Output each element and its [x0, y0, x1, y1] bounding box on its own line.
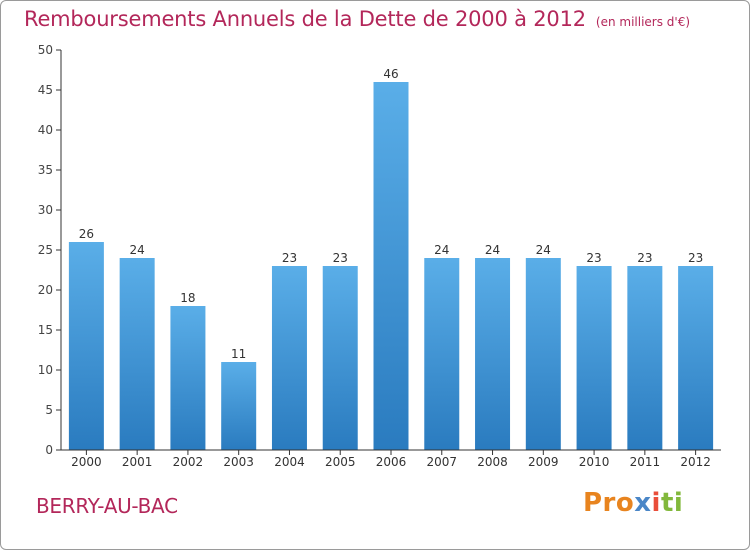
x-tick-label: 2012 [680, 455, 711, 469]
x-tick-label: 2000 [71, 455, 102, 469]
logo-part-3: i [651, 488, 661, 518]
bar-value-label: 11 [231, 347, 246, 361]
bar-value-label: 24 [485, 243, 500, 257]
x-tick-label: 2003 [223, 455, 254, 469]
bar-value-label: 46 [383, 67, 398, 81]
x-tick-label: 2006 [376, 455, 407, 469]
bar [373, 82, 409, 450]
x-tick-label: 2002 [173, 455, 204, 469]
chart-unit: (en milliers d'€) [595, 15, 691, 29]
proxiti-logo[interactable]: Proxiti [583, 488, 683, 518]
x-tick-label: 2005 [325, 455, 356, 469]
bar [271, 266, 307, 450]
bar-value-label: 26 [79, 227, 94, 241]
y-tick-label: 50 [38, 43, 53, 57]
x-tick-label: 2001 [122, 455, 153, 469]
bar [322, 266, 358, 450]
bar [170, 306, 206, 450]
y-tick-label: 40 [38, 123, 53, 137]
bar-value-label: 24 [536, 243, 551, 257]
y-axis: 0 5 10 15 20 25 30 35 40 45 50 [38, 43, 62, 457]
bar [68, 242, 104, 450]
bar [221, 362, 257, 450]
bar [627, 266, 663, 450]
y-tick-label: 0 [45, 443, 53, 457]
bar [475, 258, 511, 450]
bar-value-label: 24 [434, 243, 449, 257]
y-tick-label: 10 [38, 363, 53, 377]
bar-value-label: 23 [282, 251, 297, 265]
y-tick-label: 15 [38, 323, 53, 337]
bar-value-label: 24 [130, 243, 145, 257]
y-tick-label: 30 [38, 203, 53, 217]
bar-value-label: 23 [688, 251, 703, 265]
y-tick-label: 45 [38, 83, 53, 97]
bar [119, 258, 155, 450]
logo-part-2: x [634, 488, 652, 518]
bar [525, 258, 561, 450]
y-tick-label: 20 [38, 283, 53, 297]
x-tick-label: 2010 [579, 455, 610, 469]
chart-title-text: Remboursements Annuels de la Dette de 20… [24, 7, 586, 31]
bar [576, 266, 612, 450]
y-tick-label: 35 [38, 163, 53, 177]
chart-title: Remboursements Annuels de la Dette de 20… [24, 7, 690, 31]
y-tick-label: 25 [38, 243, 53, 257]
x-tick-label: 2007 [426, 455, 457, 469]
commune-name: BERRY-AU-BAC [36, 494, 178, 518]
x-tick-label: 2009 [528, 455, 559, 469]
bar-value-label: 23 [586, 251, 601, 265]
bar [678, 266, 714, 450]
bar [424, 258, 460, 450]
bar-value-label: 23 [333, 251, 348, 265]
logo-part-4: ti [660, 488, 684, 518]
bar-value-label: 23 [637, 251, 652, 265]
x-tick-label: 2008 [477, 455, 508, 469]
bar-value-label: 18 [180, 291, 195, 305]
x-axis: 2000 2001 2002 2003 2004 2005 2006 2007 2008 2009… [61, 449, 721, 469]
bars: 26 24 18 11 23 23 46 24 24 24 23 23 23 [68, 67, 714, 450]
y-tick-label: 5 [45, 403, 53, 417]
x-tick-label: 2004 [274, 455, 305, 469]
x-tick-label: 2011 [630, 455, 661, 469]
logo-part-1: Pro [583, 488, 635, 518]
